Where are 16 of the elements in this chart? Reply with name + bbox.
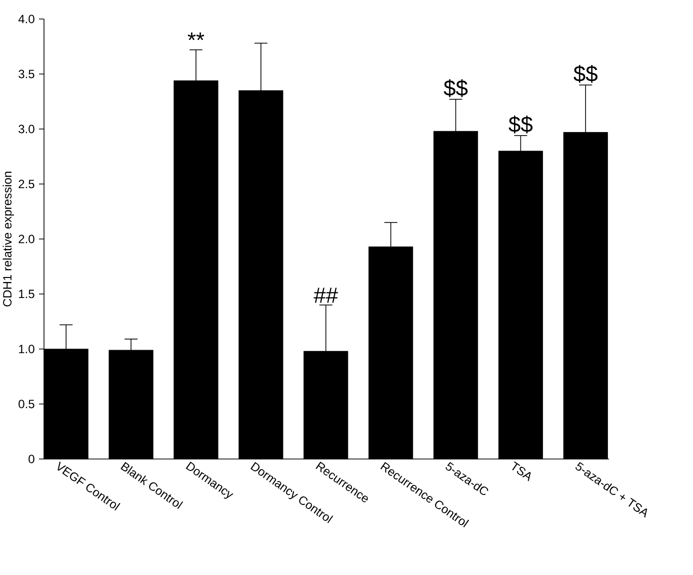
annotation: ## [314,288,338,303]
y-tick-label: 0.5 [18,400,34,408]
annotation: $$ [508,116,533,134]
annotation: ** [188,32,204,40]
y-axis-title: CDH1 relative expression [2,172,14,306]
annotation: $$ [574,64,598,83]
y-tick-label: 1.5 [19,290,34,298]
y-tick-label: 2.5 [18,180,34,188]
annotation: $$ [444,79,468,98]
y-tick-label: 1.0 [19,344,34,354]
y-tick-label: 3.0 [18,124,34,134]
y-tick-label: 2.0 [18,234,34,244]
y-tick-label: 3.5 [18,70,34,78]
x-tick-label: TSA [512,461,531,482]
y-tick-label: 0 [28,454,34,464]
y-tick-label: 4.0 [18,14,34,24]
